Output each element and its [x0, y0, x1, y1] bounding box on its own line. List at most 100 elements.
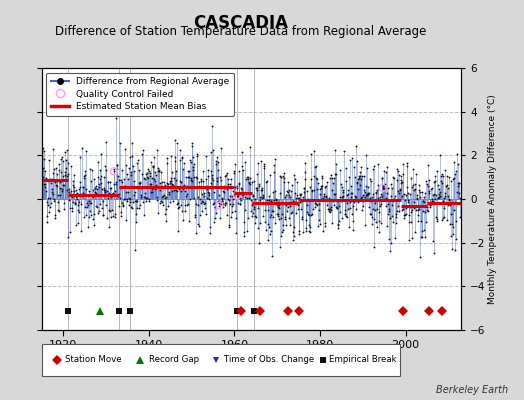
Point — [310, 172, 319, 179]
Point — [295, 230, 303, 237]
Point — [42, 213, 51, 220]
Point — [275, 205, 283, 212]
Point — [375, 218, 384, 224]
Point — [398, 193, 407, 200]
Point — [191, 212, 199, 218]
Point — [61, 149, 69, 156]
Point — [350, 198, 358, 205]
Point — [388, 198, 397, 204]
Point — [251, 196, 259, 202]
Point — [367, 221, 376, 228]
Point — [171, 158, 179, 164]
Point — [145, 173, 154, 179]
Point — [312, 175, 321, 181]
Point — [89, 194, 97, 200]
Point — [125, 195, 134, 201]
Point — [177, 202, 185, 208]
Point — [77, 191, 85, 197]
Point — [142, 198, 150, 204]
Point — [290, 232, 299, 239]
Point — [178, 154, 187, 160]
Point — [179, 217, 187, 223]
Point — [229, 196, 237, 202]
Point — [272, 199, 280, 206]
Point — [378, 193, 386, 199]
Point — [238, 189, 247, 196]
Point — [288, 182, 296, 189]
Point — [210, 189, 219, 195]
Point — [259, 213, 267, 219]
Point — [409, 202, 417, 209]
Point — [46, 204, 54, 210]
Point — [64, 186, 73, 193]
Point — [366, 198, 375, 204]
Point — [88, 192, 96, 198]
Point — [53, 178, 61, 184]
Point — [202, 195, 211, 202]
Point — [433, 167, 441, 174]
Point — [157, 183, 166, 189]
Point — [126, 169, 135, 175]
Point — [317, 185, 325, 191]
Point — [298, 216, 307, 222]
Point — [177, 188, 185, 194]
Point — [433, 195, 442, 202]
Point — [134, 156, 143, 163]
Point — [421, 190, 429, 196]
Point — [79, 184, 87, 190]
Point — [303, 208, 312, 215]
Point — [102, 202, 111, 208]
Point — [54, 191, 62, 198]
Point — [82, 212, 90, 219]
Point — [358, 173, 366, 180]
Point — [69, 199, 78, 206]
Point — [129, 163, 137, 170]
Point — [397, 173, 406, 179]
Point — [160, 195, 169, 201]
Point — [170, 187, 178, 193]
Point — [353, 179, 361, 186]
Point — [277, 214, 286, 221]
Point — [43, 202, 52, 208]
Point — [341, 211, 349, 218]
Point — [390, 196, 398, 202]
Point — [427, 201, 435, 208]
Point — [379, 183, 388, 190]
Point — [402, 205, 410, 212]
Point — [123, 198, 131, 204]
Point — [222, 199, 231, 206]
Point — [257, 187, 265, 193]
Point — [338, 215, 346, 222]
Point — [185, 168, 193, 174]
Point — [181, 188, 189, 194]
Point — [80, 173, 89, 180]
Point — [183, 174, 192, 180]
Point — [56, 179, 64, 185]
Point — [389, 174, 398, 180]
Point — [196, 212, 204, 218]
Point — [193, 175, 201, 181]
Point — [169, 182, 177, 188]
Point — [290, 176, 299, 182]
Point — [51, 212, 60, 218]
Point — [50, 198, 59, 204]
Point — [180, 208, 189, 214]
Point — [209, 147, 217, 154]
Point — [106, 184, 115, 191]
Point — [173, 201, 182, 207]
Point — [79, 184, 87, 190]
Point — [226, 181, 234, 188]
Point — [278, 222, 287, 228]
Point — [241, 207, 249, 214]
Point — [200, 201, 209, 208]
Point — [445, 196, 454, 203]
Point — [365, 190, 373, 196]
Point — [389, 219, 397, 226]
Point — [183, 191, 191, 197]
Point — [352, 205, 361, 212]
Point — [260, 165, 268, 171]
Point — [104, 190, 113, 196]
Point — [301, 168, 310, 175]
Point — [108, 213, 117, 219]
Point — [369, 190, 377, 197]
